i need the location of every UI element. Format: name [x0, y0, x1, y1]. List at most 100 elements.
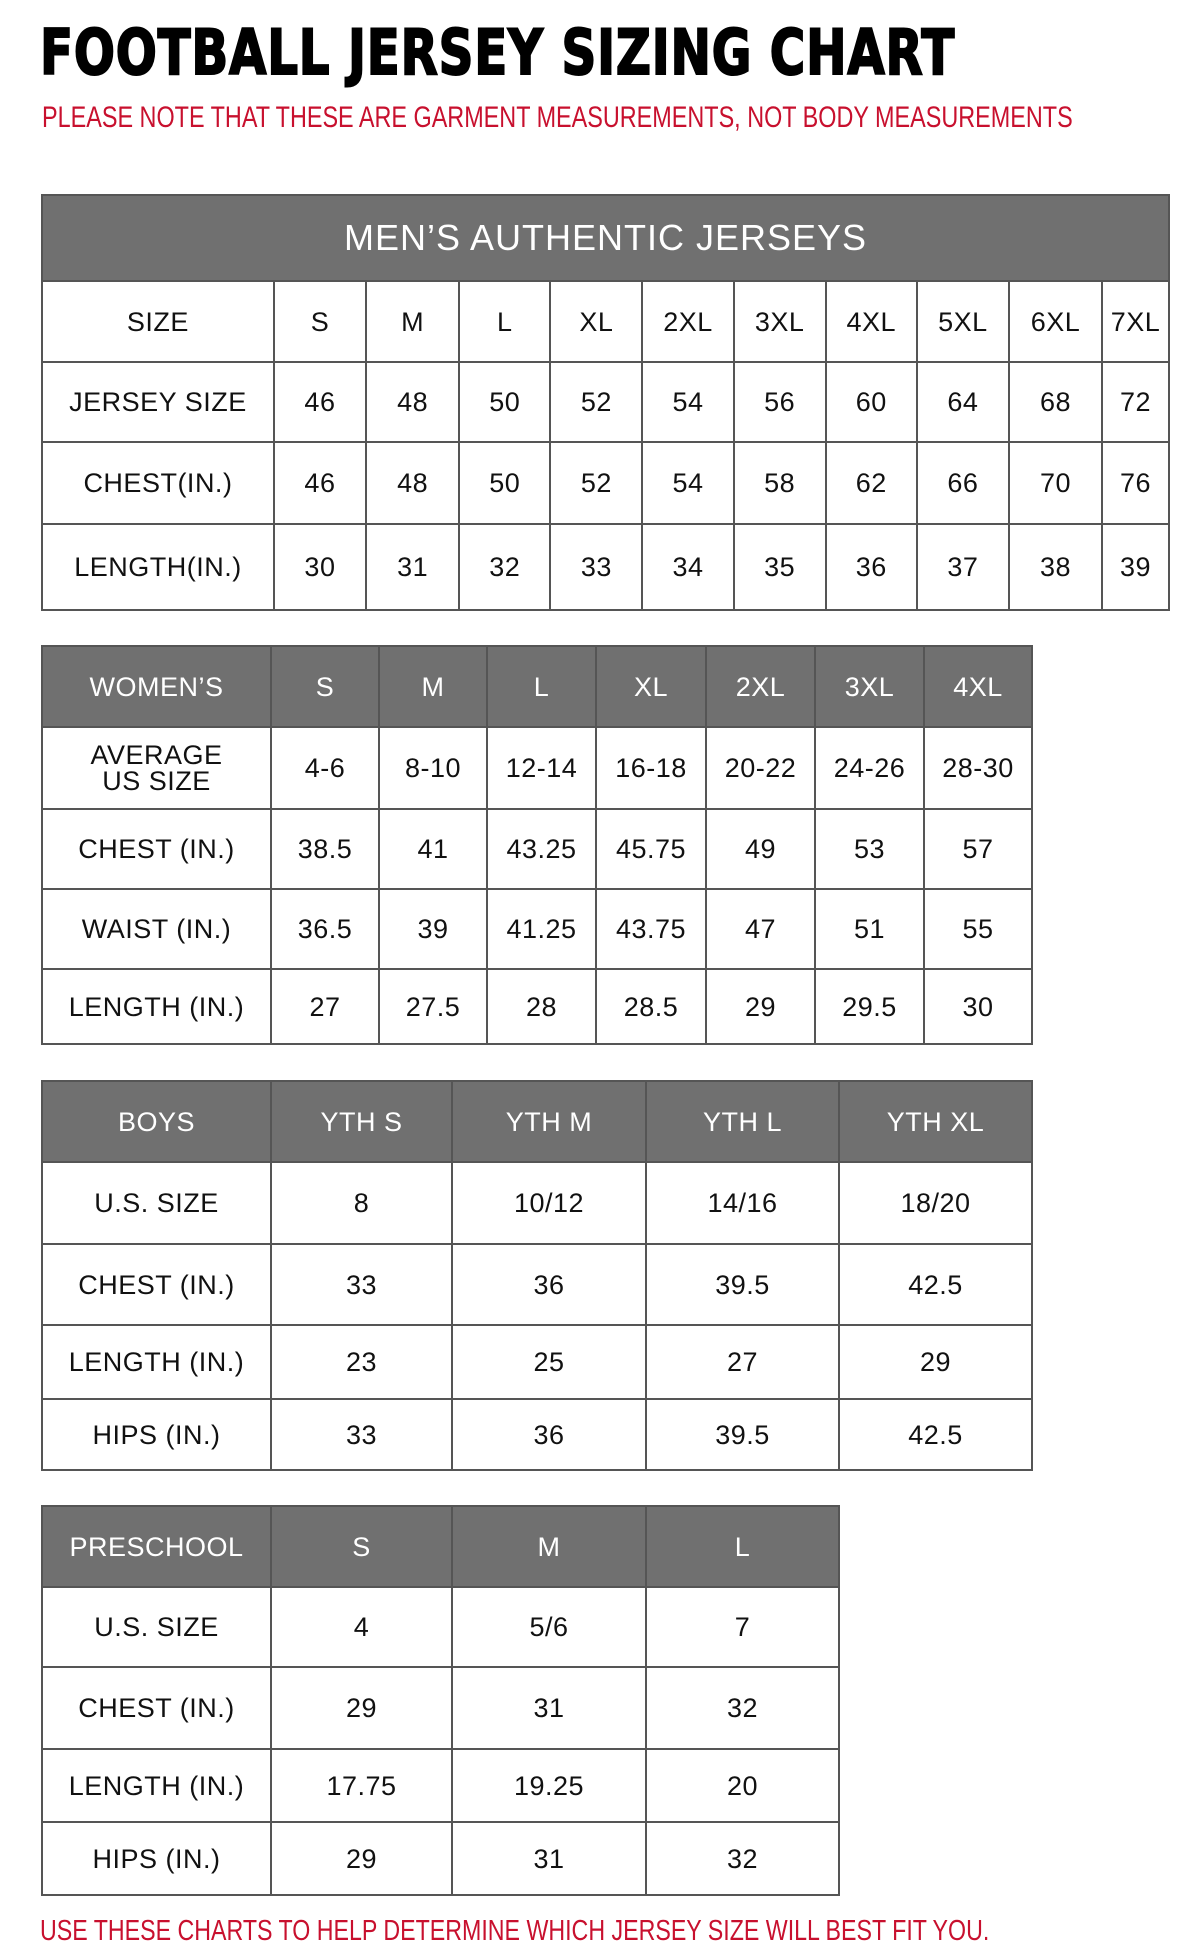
table-cell: 50	[458, 441, 552, 525]
table-row: HIPS (IN.) 33 36 39.5 42.5	[41, 1398, 1033, 1471]
row-label: U.S. SIZE	[41, 1586, 272, 1668]
table-cell: 72	[1101, 361, 1170, 443]
table-row: HIPS (IN.) 29 31 32	[41, 1821, 840, 1896]
table-cell: 41.25	[486, 888, 597, 970]
column-header: L	[486, 645, 597, 728]
table-cell: 4-6	[270, 726, 380, 810]
table-cell: 50	[458, 361, 552, 443]
table-cell: 32	[645, 1666, 840, 1750]
page-title: FOOTBALL JERSEY SIZING CHART	[39, 16, 956, 89]
table-cell: 31	[451, 1821, 647, 1896]
row-label: AVERAGE US SIZE	[41, 726, 272, 810]
table-cell: 4	[270, 1586, 453, 1668]
row-label: HIPS (IN.)	[41, 1821, 272, 1896]
table-cell: 10/12	[451, 1161, 647, 1245]
column-header: 3XL	[814, 645, 925, 728]
table-cell: 8	[270, 1161, 453, 1245]
table-cell: 43.75	[595, 888, 707, 970]
table-cell: 23	[270, 1324, 453, 1400]
table-cell: 36	[451, 1398, 647, 1471]
table-cell: 14/16	[645, 1161, 840, 1245]
column-header: YTH S	[270, 1080, 453, 1163]
table-cell: 54	[641, 441, 735, 525]
womens-table: WOMEN’S S M L XL 2XL 3XL 4XL AVERAGE US SIZE 4-6 8…	[41, 645, 1033, 1045]
table-cell: 30	[923, 968, 1033, 1045]
table-cell: 39	[1101, 523, 1170, 611]
table-cell: 31	[365, 523, 461, 611]
table-cell: 32	[645, 1821, 840, 1896]
column-header: 6XL	[1007, 280, 1104, 363]
table-row: CHEST (IN.) 38.5 41 43.25 45.75 49 53 57	[41, 808, 1033, 890]
row-label: HIPS (IN.)	[41, 1398, 272, 1471]
table-cell: 16-18	[595, 726, 707, 810]
table-row: CHEST (IN.) 29 31 32	[41, 1666, 840, 1750]
table-cell: 29	[270, 1821, 453, 1896]
table-cell: 35	[732, 523, 827, 611]
table-cell: 55	[923, 888, 1033, 970]
table-cell: 46	[272, 441, 368, 525]
row-label: CHEST(IN.)	[41, 441, 275, 525]
table-cell: 28.5	[595, 968, 707, 1045]
row-label: CHEST (IN.)	[41, 808, 272, 890]
column-header: YTH XL	[838, 1080, 1033, 1163]
row-label: WAIST (IN.)	[41, 888, 272, 970]
column-header: M	[365, 280, 461, 363]
column-header: 3XL	[732, 280, 827, 363]
column-header: XL	[595, 645, 707, 728]
table-cell: 57	[923, 808, 1033, 890]
table-cell: 12-14	[486, 726, 597, 810]
table-cell: 20	[645, 1748, 840, 1823]
table-cell: 29	[270, 1666, 453, 1750]
column-header: M	[378, 645, 488, 728]
table-cell: 36	[451, 1243, 647, 1326]
table-cell: 24-26	[814, 726, 925, 810]
table-header-row: SIZE S M L XL 2XL 3XL 4XL 5XL 6XL 7XL	[41, 280, 1170, 363]
table-row: LENGTH (IN.) 23 25 27 29	[41, 1324, 1033, 1400]
table-row: JERSEY SIZE 46 48 50 52 54 56 60 64 68 72	[41, 361, 1170, 443]
column-header: L	[458, 280, 552, 363]
table-cell: 17.75	[270, 1748, 453, 1823]
table-cell: 8-10	[378, 726, 488, 810]
table-row: CHEST (IN.) 33 36 39.5 42.5	[41, 1243, 1033, 1326]
table-cell: 36	[824, 523, 918, 611]
table-cell: 42.5	[838, 1243, 1033, 1326]
table-cell: 19.25	[451, 1748, 647, 1823]
row-label: U.S. SIZE	[41, 1161, 272, 1245]
table-cell: 5/6	[451, 1586, 647, 1668]
column-header: M	[451, 1505, 647, 1588]
table-cell: 60	[824, 361, 918, 443]
table-cell: 39	[378, 888, 488, 970]
row-label-header: PRESCHOOL	[41, 1505, 272, 1588]
table-row: U.S. SIZE 4 5/6 7	[41, 1586, 840, 1668]
table-header-row: WOMEN’S S M L XL 2XL 3XL 4XL	[41, 645, 1033, 728]
table-cell: 52	[549, 361, 644, 443]
table-cell: 27.5	[378, 968, 488, 1045]
row-label: LENGTH(IN.)	[41, 523, 275, 611]
table-cell: 42.5	[838, 1398, 1033, 1471]
table-row: WAIST (IN.) 36.5 39 41.25 43.75 47 51 55	[41, 888, 1033, 970]
table-cell: 48	[365, 441, 461, 525]
table-cell: 43.25	[486, 808, 597, 890]
table-cell: 38	[1007, 523, 1104, 611]
table-cell: 28	[486, 968, 597, 1045]
table-cell: 39.5	[645, 1243, 840, 1326]
table-cell: 64	[915, 361, 1010, 443]
column-header: S	[272, 280, 368, 363]
mens-authentic-table: MEN’S AUTHENTIC JERSEYS SIZE S M L XL 2XL 3XL 4X…	[41, 194, 1170, 611]
row-label-header: SIZE	[41, 280, 275, 363]
row-label: LENGTH (IN.)	[41, 1748, 272, 1823]
table-row: U.S. SIZE 8 10/12 14/16 18/20	[41, 1161, 1033, 1245]
table-caption-row: MEN’S AUTHENTIC JERSEYS	[41, 194, 1170, 282]
table-cell: 28-30	[923, 726, 1033, 810]
table-cell: 29.5	[814, 968, 925, 1045]
table-cell: 29	[838, 1324, 1033, 1400]
row-label: CHEST (IN.)	[41, 1666, 272, 1750]
table-cell: 33	[549, 523, 644, 611]
table-row: LENGTH (IN.) 27 27.5 28 28.5 29 29.5 30	[41, 968, 1033, 1045]
table-cell: 33	[270, 1398, 453, 1471]
column-header: YTH L	[645, 1080, 840, 1163]
table-cell: 46	[272, 361, 368, 443]
table-caption: MEN’S AUTHENTIC JERSEYS	[41, 194, 1170, 282]
column-header: 5XL	[915, 280, 1010, 363]
table-cell: 27	[645, 1324, 840, 1400]
